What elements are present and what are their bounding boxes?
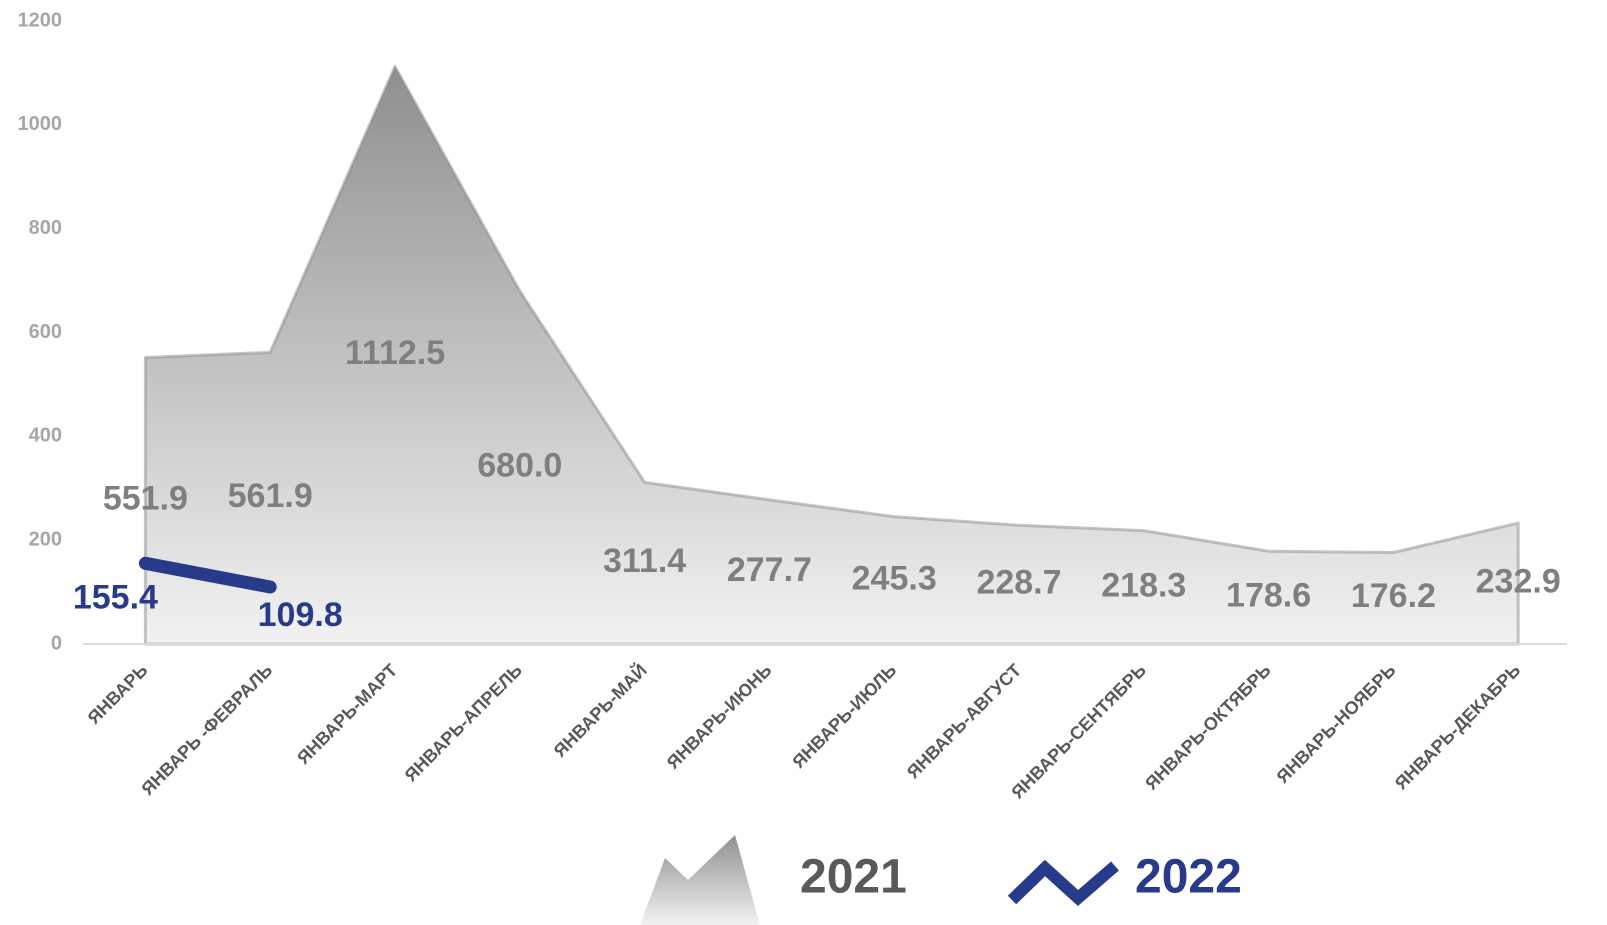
x-tick-label: ЯНВАРЬ-АВГУСТ (903, 660, 1025, 782)
x-tick-label: ЯНВАРЬ-ДЕКАБРЬ (1391, 660, 1524, 793)
x-tick-label: ЯНВАРЬ-МАРТ (293, 660, 401, 768)
x-tick-label: ЯНВАРЬ-АПРЕЛЬ (401, 660, 526, 785)
data-label: 1112.5 (345, 334, 445, 372)
data-label: 680.0 (477, 446, 562, 484)
data-label: 218.3 (1101, 566, 1186, 604)
data-label: 311.4 (603, 542, 686, 580)
x-tick-label: ЯНВАРЬ-ОКТЯБРЬ (1141, 660, 1275, 794)
x-tick-label: ЯНВАРЬ-МАЙ (549, 659, 651, 761)
data-label: 551.9 (103, 480, 188, 518)
data-label: 155.4 (73, 578, 158, 616)
x-tick-label: ЯНВАРЬ-ИЮНЬ (663, 660, 776, 773)
x-tick-label: ЯНВАРЬ -ФЕВРАЛЬ (137, 660, 276, 799)
y-tick-label: 1000 (18, 113, 63, 135)
data-label: 228.7 (976, 564, 1061, 602)
data-label: 178.6 (1226, 577, 1311, 615)
x-tick-label: ЯНВАРЬ-НОЯБРЬ (1273, 660, 1400, 787)
data-label: 232.9 (1476, 563, 1561, 601)
x-tick-label: ЯНВАРЬ (84, 660, 152, 728)
area (143, 64, 1520, 646)
y-tick-label: 600 (29, 321, 62, 343)
y-tick-label: 200 (29, 528, 62, 550)
y-tick-label: 0 (51, 632, 62, 654)
legend: 2021 2022 (640, 835, 1242, 925)
data-label: 109.8 (258, 596, 343, 634)
y-tick-label: 1200 (18, 9, 63, 31)
y-tick-label: 400 (29, 425, 62, 447)
legend-label: 2021 (800, 851, 907, 904)
x-tick-label: ЯНВАРЬ-СЕНТЯБРЬ (1007, 660, 1150, 803)
legend-label: 2022 (1135, 851, 1242, 904)
line (138, 556, 277, 594)
data-label: 561.9 (228, 477, 313, 515)
x-tick-label: ЯНВАРЬ-ИЮЛЬ (788, 660, 900, 772)
data-label: 176.2 (1351, 577, 1436, 615)
legend-icon (640, 835, 760, 925)
data-label: 245.3 (852, 559, 937, 597)
y-tick-label: 800 (29, 217, 62, 239)
data-label: 277.7 (727, 551, 812, 589)
legend-icon (1007, 859, 1119, 907)
